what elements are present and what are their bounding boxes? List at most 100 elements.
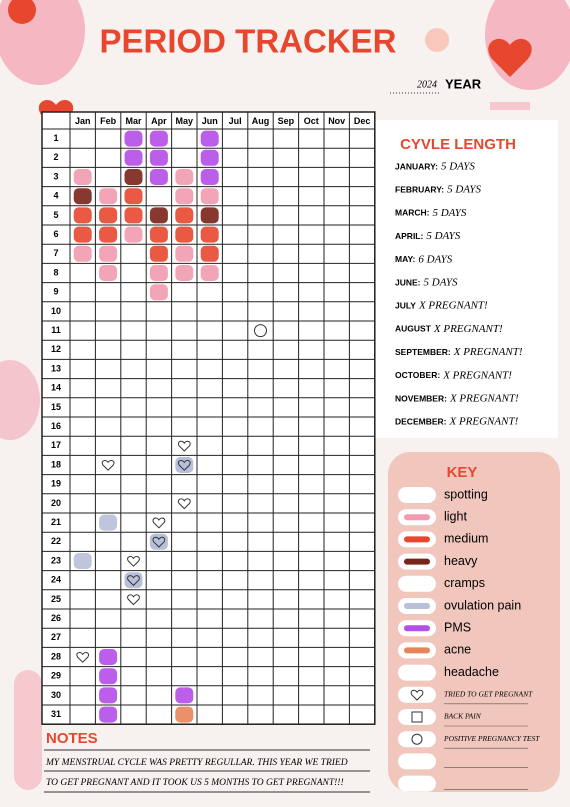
cycle-month: MAY: [395, 254, 415, 264]
cycle-month: JULY [395, 300, 416, 310]
cell-mark [175, 169, 194, 185]
cycle-value: X PREGNANT! [418, 300, 488, 312]
row-header: 21 [51, 517, 61, 527]
cycle-value: X PREGNANT! [442, 369, 512, 381]
column-header: Feb [100, 116, 117, 126]
cell-mark [175, 226, 194, 243]
key-color [404, 514, 430, 521]
key-color [404, 647, 430, 654]
row-header: 4 [53, 191, 58, 201]
cell-mark [149, 284, 168, 301]
cell-mark [149, 207, 168, 224]
cell-mark [73, 245, 92, 262]
key-label: acne [444, 643, 471, 657]
heart-icon [177, 498, 191, 510]
cell-mark [99, 649, 118, 665]
row-header: 25 [51, 594, 61, 604]
column-header: Dec [354, 116, 371, 126]
row-header: 10 [51, 306, 61, 316]
cell-mark [73, 207, 92, 224]
key-color [404, 603, 430, 609]
cell-mark [73, 188, 92, 205]
heart-icon [101, 459, 115, 471]
notes-title: NOTES [46, 730, 98, 747]
cycle-month: AUGUST [395, 324, 432, 334]
cell-mark [99, 226, 118, 243]
cycle-month: FEBRUARY: [395, 184, 444, 194]
row-header: 30 [51, 690, 61, 700]
key-swatch [398, 487, 436, 503]
cell-mark [175, 188, 194, 205]
cycle-card [372, 120, 558, 438]
key-icon [411, 733, 423, 745]
cycle-month: DECEMBER: [395, 416, 447, 426]
cell-mark [124, 149, 143, 166]
cell-mark [175, 207, 194, 224]
cell-mark [149, 169, 168, 185]
decoration [8, 0, 36, 24]
row-header: 9 [53, 287, 58, 297]
row-header: 1 [53, 133, 58, 143]
row-header: 7 [53, 248, 58, 258]
cycle-value: X PREGNANT! [448, 416, 518, 428]
cycle-value: 5 DAYS [424, 277, 458, 289]
year-label: YEAR [445, 76, 482, 91]
cell-mark [99, 188, 118, 205]
cell-mark [73, 226, 92, 243]
row-header: 8 [53, 267, 58, 277]
page-title: PERIOD TRACKER [99, 23, 396, 60]
year-value: 2024 [417, 79, 437, 90]
cell-mark [124, 226, 143, 243]
cell-mark [149, 226, 168, 243]
row-header: 2 [53, 152, 58, 162]
key-color [404, 536, 430, 543]
row-header: 31 [51, 709, 61, 719]
decoration [488, 38, 532, 77]
heart-icon [410, 689, 424, 701]
row-header: 15 [51, 402, 61, 412]
key-label: medium [444, 532, 488, 546]
key-icon [411, 711, 423, 723]
cycle-month: SEPTEMBER: [395, 347, 451, 357]
row-header: 26 [51, 613, 61, 623]
heart-icon [152, 517, 166, 529]
notes-line: MY MENSTRUAL CYCLE WAS PRETTY REGULLAR. … [45, 758, 348, 768]
tape [490, 102, 530, 110]
column-header: Oct [304, 116, 319, 126]
row-header: 5 [53, 210, 58, 220]
key-label: BACK PAIN [444, 712, 482, 721]
row-header: 14 [51, 383, 61, 393]
decoration [0, 360, 40, 440]
cell-mark [175, 687, 194, 704]
cell-mark [73, 553, 92, 569]
column-header: Apr [151, 116, 167, 126]
column-header: Aug [252, 116, 270, 126]
cell-mark [200, 265, 219, 281]
row-header: 22 [51, 536, 61, 546]
row-header: 13 [51, 363, 61, 373]
cycle-value: 5 DAYS [426, 230, 460, 242]
cell-mark [200, 207, 219, 224]
cell-mark [99, 245, 118, 262]
cell-mark [99, 265, 118, 281]
cell-mark [200, 149, 219, 166]
notes-line: TO GET PREGNANT AND IT TOOK US 5 MONTHS … [46, 778, 344, 788]
cycle-month: MARCH: [395, 208, 430, 218]
column-header: Jul [229, 116, 242, 126]
cell-mark [149, 245, 168, 262]
key-label: spotting [444, 487, 488, 501]
cell-mark [124, 130, 143, 147]
cell-mark [200, 169, 219, 185]
heart-icon [127, 575, 140, 587]
decoration [14, 670, 42, 790]
key-label: cramps [444, 576, 485, 590]
cell-mark [99, 668, 118, 685]
row-header: 16 [51, 421, 61, 431]
column-header: Mar [125, 116, 142, 126]
cycle-month: JANUARY: [395, 161, 438, 171]
cell-mark [149, 265, 168, 281]
key-swatch [398, 775, 436, 792]
cell-mark [200, 226, 219, 243]
column-header: May [176, 116, 194, 126]
